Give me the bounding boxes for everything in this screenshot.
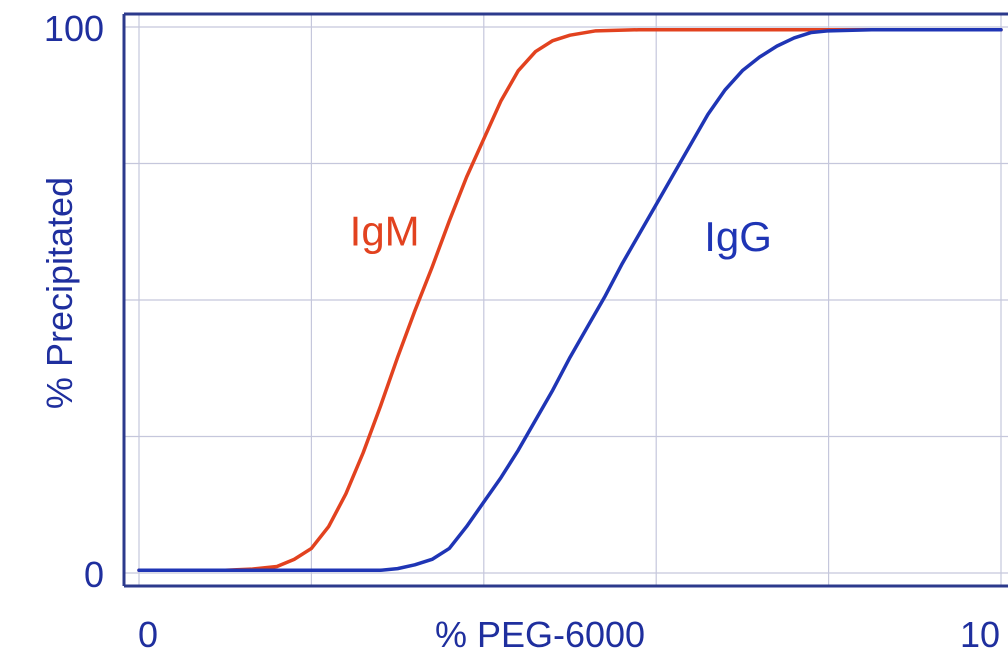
x-tick-label: 10 — [960, 614, 1000, 655]
x-tick-label: 0 — [138, 614, 158, 655]
series-layer: IgM IgG — [137, 27, 1003, 573]
y-tick-label: 0 — [84, 554, 104, 595]
series-line-igm — [137, 27, 1003, 573]
plot-frame — [122, 12, 1008, 588]
tick-labels: 0 100 0 10 — [44, 8, 1000, 655]
series-label-igm: IgM — [350, 207, 420, 254]
series-line-igg — [137, 27, 1003, 573]
grid — [124, 14, 1008, 586]
y-axis-title: % Precipitated — [39, 177, 80, 409]
y-tick-label: 100 — [44, 8, 104, 49]
x-axis-title: % PEG-6000 — [435, 614, 645, 655]
series-label-igg: IgG — [704, 213, 772, 260]
